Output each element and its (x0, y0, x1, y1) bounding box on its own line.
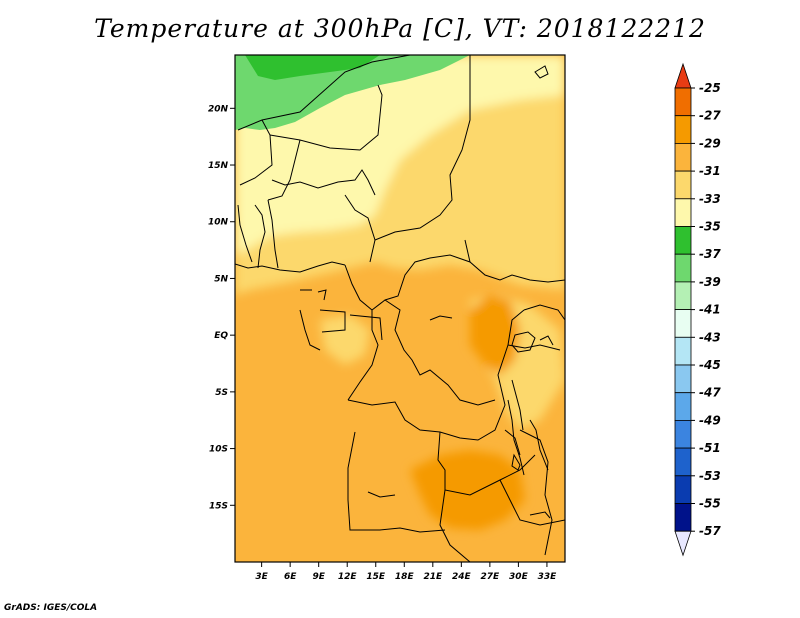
map-frame (234, 54, 566, 563)
colorbar-extend-top (674, 62, 692, 89)
y-axis-ticks: 20N 15N 10N 5N EQ 5S 10S 15S (208, 104, 235, 511)
colorbar-label: -37 (699, 247, 721, 261)
colorbar-segment (674, 253, 692, 283)
x-tick-label: 27E (481, 572, 501, 582)
x-tick-label: 3E (255, 572, 268, 582)
field-light-gulf (320, 315, 370, 365)
lakes (317, 65, 554, 519)
y-tick-label: 15N (208, 161, 229, 171)
x-tick-label: 12E (338, 572, 358, 582)
colorbar-label: -55 (699, 497, 721, 511)
colorbar-label: -53 (699, 469, 721, 483)
x-tick-label: 24E (452, 572, 472, 582)
x-tick-label: 15E (366, 572, 386, 582)
y-tick-label: 15S (209, 501, 228, 511)
x-tick-label: 9E (312, 572, 325, 582)
colorbar-label: -43 (699, 330, 721, 344)
y-tick-label: 5S (215, 388, 228, 398)
field-light-east (235, 55, 565, 295)
field-warm-central (470, 295, 520, 375)
colorbar-extend-bottom (674, 530, 692, 557)
colorbar-label: -29 (699, 136, 721, 150)
colorbar-segment (674, 115, 692, 144)
colorbar-label: -39 (699, 275, 721, 289)
colorbar-segment (674, 142, 692, 172)
x-tick-label: 21E (423, 572, 443, 582)
x-tick-label: 30E (509, 572, 529, 582)
colorbar-segment (674, 419, 692, 449)
colorbar-segment (674, 336, 692, 366)
colorbar: -25 -27 -29 -31 -33 -35 -37 -39 -41 -43 -45 -47 -49 -… (674, 62, 721, 557)
x-tick-label: 6E (284, 572, 297, 582)
colorbar-label: -25 (699, 81, 721, 95)
colorbar-label: -41 (699, 303, 721, 317)
colorbar-segment (674, 392, 692, 421)
temperature-field (235, 55, 565, 562)
colorbar-label: -51 (699, 441, 721, 455)
grads-credit: GrADS: IGES/COLA (4, 603, 98, 613)
colorbar-segment (674, 170, 692, 200)
colorbar-segment (674, 87, 692, 117)
colorbar-label: -47 (699, 386, 721, 400)
x-tick-label: 18E (395, 572, 415, 582)
colorbar-segment (674, 226, 692, 255)
colorbar-label: -49 (699, 413, 721, 427)
colorbar-segment (674, 475, 692, 504)
colorbar-label: -33 (699, 192, 721, 206)
x-tick-label: 33E (538, 572, 558, 582)
y-tick-label: 20N (208, 104, 229, 114)
colorbar-segment (674, 364, 692, 394)
colorbar-label: -31 (699, 164, 721, 178)
y-tick-label: 10S (209, 445, 228, 455)
colorbar-segment (674, 281, 692, 310)
colorbar-label: -35 (699, 220, 721, 234)
colorbar-segment (674, 198, 692, 227)
colorbar-segment (674, 503, 692, 532)
colorbar-label: -57 (699, 524, 721, 538)
field-green-dark (245, 55, 380, 80)
colorbar-label: -45 (699, 358, 721, 372)
y-tick-label: 10N (208, 218, 229, 228)
y-tick-label: 5N (214, 274, 228, 284)
country-borders (235, 55, 565, 562)
colorbar-segment (674, 309, 692, 338)
colorbar-label: -27 (699, 109, 721, 123)
colorbar-segment (674, 447, 692, 477)
field-warm-south (410, 450, 525, 530)
y-tick-label: EQ (214, 331, 228, 341)
chart-title: Temperature at 300hPa [C], VT: 201812221… (94, 14, 706, 43)
x-axis-ticks: 3E 6E 9E 12E 15E 18E 21E 24E 27E 30E 33E (255, 562, 557, 582)
